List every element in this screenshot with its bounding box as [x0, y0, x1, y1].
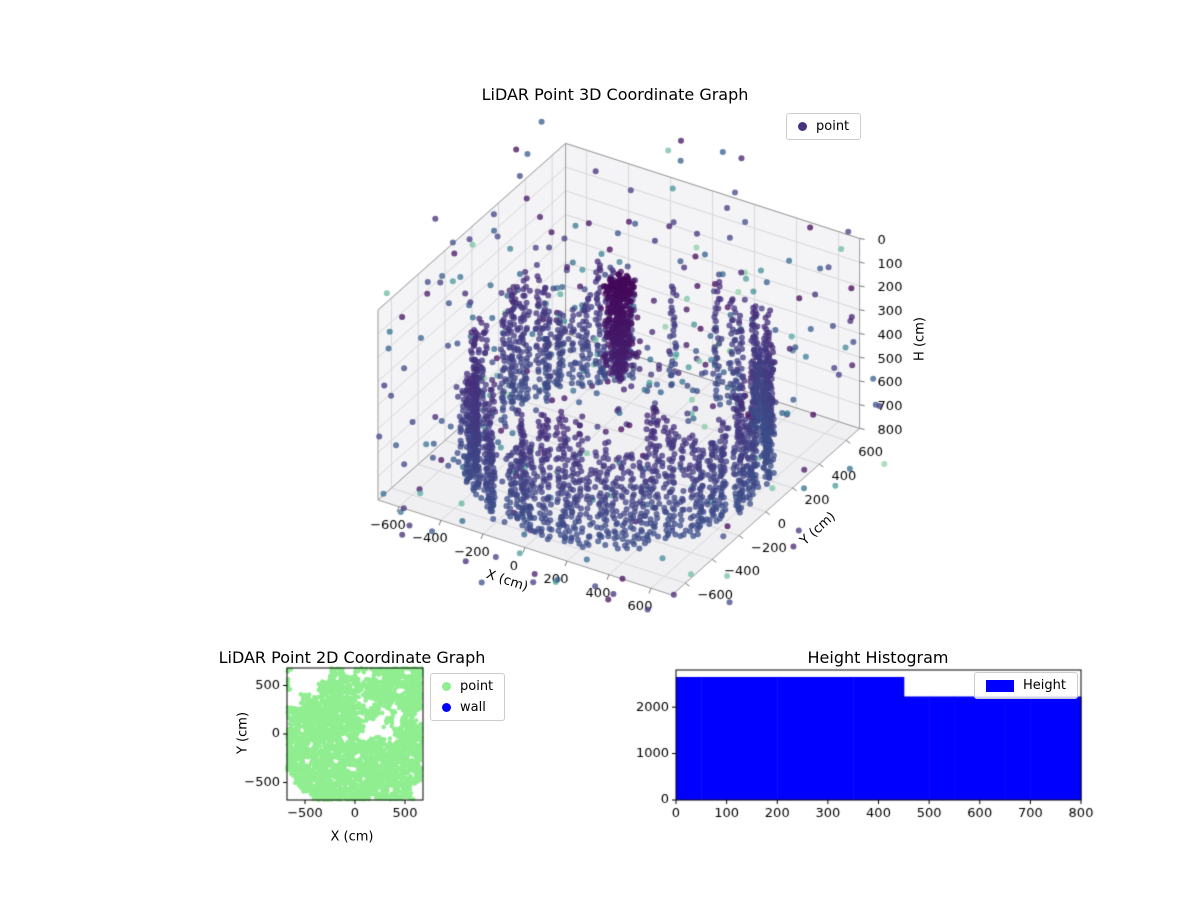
scatter3d-plot-canvas — [320, 110, 1000, 670]
point-marker-icon — [442, 682, 451, 691]
height-patch-icon — [986, 679, 1014, 692]
legend-label-point-2d: point — [460, 679, 494, 694]
wall-marker-icon — [442, 703, 451, 712]
legend-entry-point-2d: point — [442, 679, 493, 694]
legend-label-wall-2d: wall — [460, 700, 486, 715]
h-axis-label-3d: H (cm) — [912, 317, 928, 361]
legend-entry-point-3d: point — [798, 119, 849, 134]
legend-histogram: Height — [974, 672, 1078, 699]
x-axis-label-2d: X (cm) — [330, 829, 374, 845]
legend-3d: point — [786, 113, 862, 140]
legend-entry-wall-2d: wall — [442, 700, 493, 715]
y-axis-label-2d: Y (cm) — [235, 711, 251, 755]
legend-label-height: Height — [1023, 678, 1066, 693]
plot3d-title: LiDAR Point 3D Coordinate Graph — [481, 85, 749, 104]
legend-2d: point wall — [430, 673, 506, 721]
point-marker-icon — [798, 122, 807, 131]
legend-label-point-3d: point — [816, 119, 850, 134]
legend-entry-height: Height — [986, 678, 1066, 693]
